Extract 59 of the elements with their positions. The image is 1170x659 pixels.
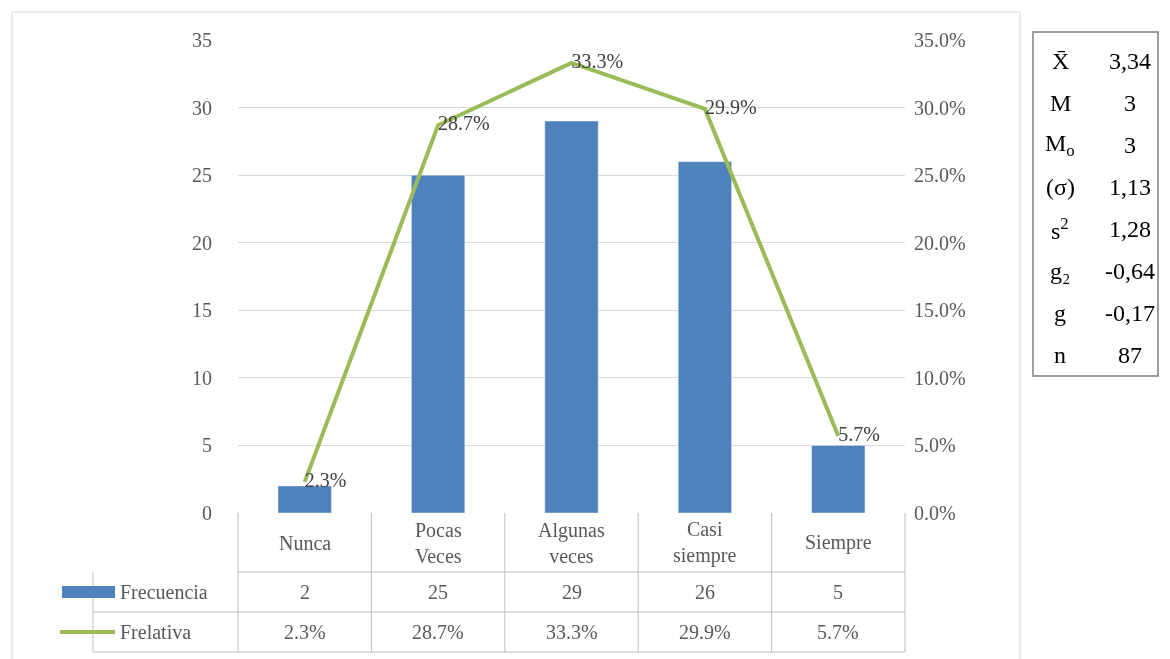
data-label: 25 [428,581,448,603]
x-tick-label: Algunas veces [538,519,605,567]
text: (σ) [1046,174,1075,200]
data-label: 26 [695,581,715,603]
bar [411,174,466,513]
y-tick-label: 30 [192,96,212,119]
data-label: 28.7% [412,621,464,643]
y2-tick-label: 25.0% [914,164,966,187]
legend-label: Frelativa [120,621,192,643]
y-tick-label: 0 [202,502,212,524]
data-label: 5.7% [817,621,859,643]
bar [277,485,332,513]
bar [544,120,599,513]
legend-label: Frecuencia [120,581,208,603]
y-tick-label: 20 [192,231,212,254]
text: 5.7% [838,422,880,445]
text: -0,64 [1105,258,1155,284]
data-label: 5 [833,581,843,603]
y2-tick-label: 15.0% [914,299,966,322]
y-tick-label: 10 [192,366,212,389]
y-tick-label: 35 [192,29,212,51]
text: M$_{o}$ [1045,130,1075,161]
text: s$^{2}$ [1051,214,1069,245]
text: n [1054,342,1066,368]
text: 3 [1124,90,1136,116]
text: 29.9% [704,95,757,118]
text: 3 [1124,132,1136,158]
y2-tick-label: 5.0% [914,434,956,457]
data-label: 33.3% [546,621,598,643]
text: g [1054,300,1066,326]
text: -0,17 [1105,300,1155,326]
y2-tick-label: 10.0% [914,366,966,389]
y-tick-label: 15 [192,299,212,322]
data-label: 2 [300,581,310,603]
text: 1,28 [1109,216,1151,242]
bar [811,445,866,513]
text: 1,13 [1109,174,1151,200]
data-label: 29.9% [679,621,731,643]
y2-tick-label: 30.0% [914,96,966,119]
text: 28.7% [438,112,490,135]
y2-tick-label: 35.0% [914,29,966,51]
text: M [1050,90,1072,116]
text: 2.3% [304,468,347,491]
y-tick-label: 25 [192,164,212,187]
y2-tick-label: 20.0% [914,231,966,254]
x-tick-label: Nunca [279,532,332,554]
x-tick-label: Casi siempre [673,518,737,567]
x-tick-label: Siempre [805,531,872,554]
text: 87 [1118,342,1142,368]
y2-tick-label: 0.0% [914,502,956,524]
data-label: 2.3% [284,621,326,643]
text: 33.3% [571,49,624,72]
data-label: 29 [562,581,582,603]
text: X̄ [1052,48,1070,74]
x-tick-label: Pocas Veces [415,519,462,567]
text: 3,34 [1109,48,1151,74]
text: g₂ [1050,258,1071,284]
y-tick-label: 5 [202,434,212,457]
bar [677,161,732,513]
